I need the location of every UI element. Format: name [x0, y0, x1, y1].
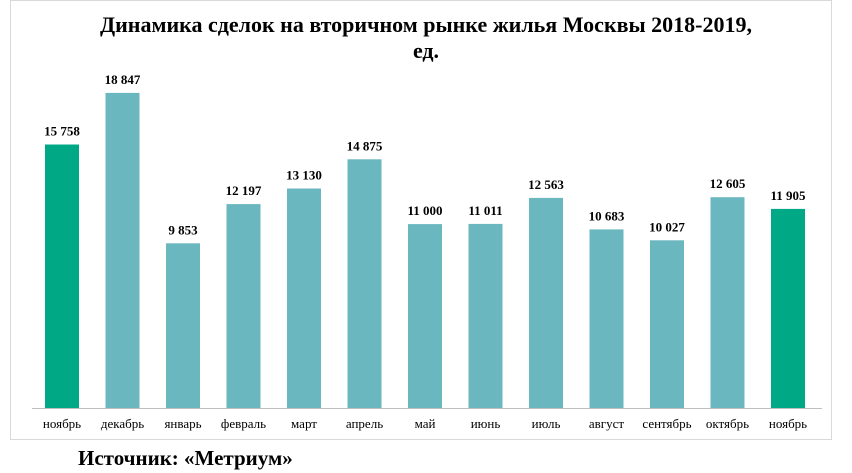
bar-6 — [347, 159, 382, 408]
x-tick-label-7: май — [415, 416, 436, 431]
value-label-10: 10 683 — [589, 208, 625, 223]
value-label-9: 12 563 — [528, 177, 564, 192]
bar-2 — [105, 92, 140, 409]
bar-4 — [226, 204, 261, 408]
bar-12 — [710, 197, 745, 408]
bar-10 — [589, 229, 624, 408]
x-tick-label-3: январь — [164, 416, 201, 431]
x-tick-label-4: февраль — [221, 416, 266, 431]
x-tick-label-1: ноябрь — [43, 416, 81, 431]
bar-1 — [45, 144, 79, 408]
bar-5 — [287, 188, 321, 408]
x-tick-label-11: сентябрь — [642, 416, 691, 431]
value-label-2: 18 847 — [105, 72, 141, 87]
value-labels: 15 758 18 847 9 853 12 197 13 130 14 875 11 00… — [44, 72, 806, 237]
source-note: Источник: «Метриум» — [78, 446, 293, 470]
bar-13 — [771, 208, 805, 408]
x-tick-label-6: апрель — [346, 416, 383, 431]
x-tick-label-2: декабрь — [101, 416, 144, 431]
bar-11 — [650, 240, 684, 408]
chart-title-line-1: Динамика сделок на вторичном рынке жилья… — [99, 12, 753, 37]
x-tick-labels: ноябрь декабрь январь февраль март апрель май и… — [43, 416, 807, 431]
value-label-13: 11 905 — [770, 188, 806, 203]
value-label-3: 9 853 — [168, 222, 198, 237]
bar-7 — [408, 224, 442, 408]
x-tick-label-12: октябрь — [706, 416, 749, 431]
bars — [45, 92, 805, 409]
x-tick-label-9: июль — [532, 416, 561, 431]
chart-title: Динамика сделок на вторичном рынке жилья… — [0, 12, 852, 64]
value-label-4: 12 197 — [226, 183, 262, 198]
x-tick-label-5: март — [291, 416, 317, 431]
x-tick-label-8: июнь — [471, 416, 501, 431]
bar-9 — [529, 197, 563, 408]
bar-8 — [468, 223, 503, 408]
chart-title-line-2: ед. — [412, 38, 440, 63]
value-label-11: 10 027 — [649, 219, 685, 234]
value-label-1: 15 758 — [44, 124, 80, 139]
value-label-8: 11 011 — [468, 203, 502, 218]
bar-3 — [166, 243, 200, 408]
x-tick-label-10: август — [589, 416, 625, 431]
value-label-7: 11 000 — [407, 203, 442, 218]
x-tick-label-13: ноябрь — [769, 416, 807, 431]
value-label-6: 14 875 — [347, 138, 383, 153]
value-label-12: 12 605 — [710, 176, 746, 191]
value-label-5: 13 130 — [286, 168, 322, 183]
